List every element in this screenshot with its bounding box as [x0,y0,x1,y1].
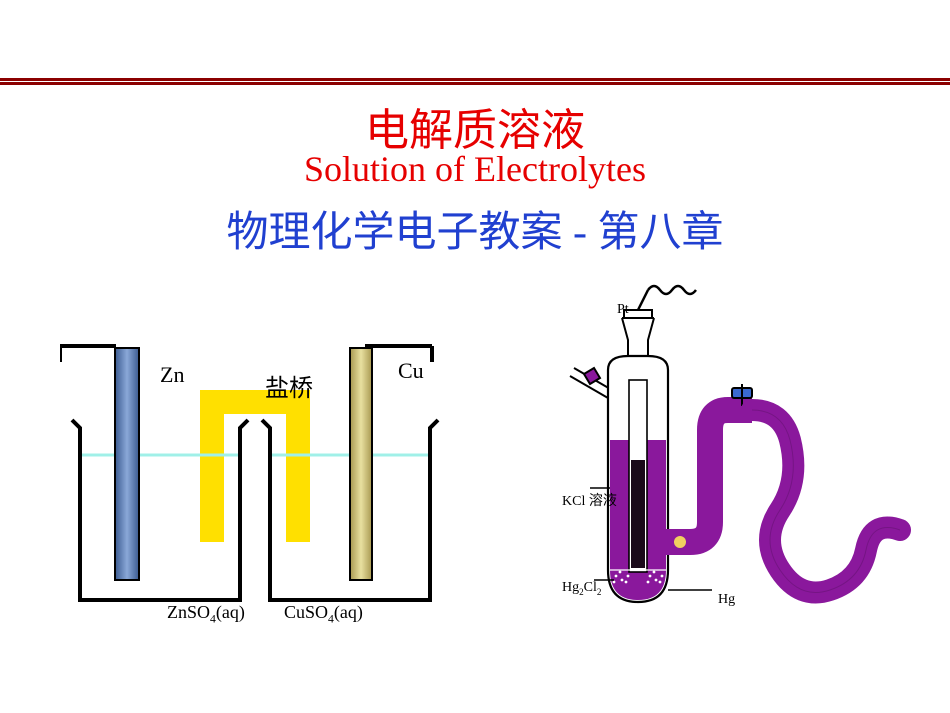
zn-electrode [115,348,139,580]
salt-bridge-label: 盐桥 [265,368,313,403]
zn-label: Zn [160,362,184,388]
znso4-label: ZnSO4(aq) [167,602,245,626]
hg-label: Hg [718,592,735,608]
cu-electrode [350,348,372,580]
top-rule-2 [0,82,950,85]
vessel-body [608,356,668,602]
top-rule-1 [0,78,950,81]
salt-bridge [200,390,310,542]
kcl-label: KCl 溶液 [562,490,617,510]
side-arm [666,384,900,593]
pt-wire-icon [648,286,696,294]
title-chapter: 物理化学电子教案 - 第八章 [0,198,950,259]
title-english: Solution of Electrolytes [0,148,950,190]
pt-label: Pt [617,302,629,318]
cu-label: Cu [398,358,424,384]
hgcl-label: Hg2Cl2 [562,580,601,597]
wire-left [60,346,116,362]
cuso4-label: CuSO4(aq) [284,602,363,626]
side-inlet [570,368,612,398]
